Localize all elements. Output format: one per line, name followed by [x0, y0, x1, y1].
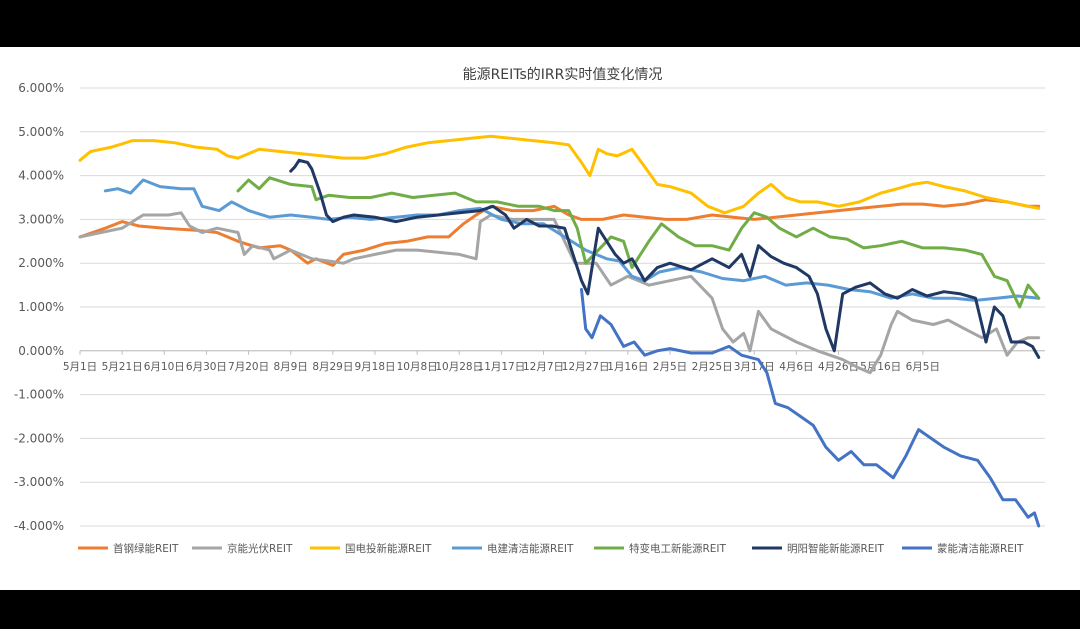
x-axis: 5月1日 5月21日 6月10日 6月30日 7月20日 8月9日 8月29日 9月18日 10…	[63, 350, 1045, 373]
x-tick-label: 12月7日	[523, 361, 564, 373]
legend-label: 京能光伏REIT	[227, 542, 293, 555]
y-tick-label: 2.000%	[18, 256, 64, 270]
series-line-7	[580, 288, 1041, 528]
x-tick-label: 2月5日	[653, 361, 687, 373]
y-tick-label: -3.000%	[14, 475, 64, 489]
series-line-5	[236, 176, 1041, 309]
legend-label: 明阳智能新能源REIT	[787, 542, 885, 555]
legend-label: 特变电工新能源REIT	[629, 542, 727, 555]
legend-label: 蒙能清洁能源REIT	[937, 542, 1024, 555]
y-tick-label: 4.000%	[18, 169, 64, 183]
y-tick-label: -1.000%	[14, 388, 64, 402]
legend-label: 首钢绿能REIT	[113, 542, 179, 555]
legend-label: 电建清洁能源REIT	[487, 542, 574, 555]
legend-label: 国电投新能源REIT	[345, 542, 432, 555]
x-tick-label: 6月30日	[186, 361, 227, 373]
x-tick-label: 8月29日	[312, 361, 353, 373]
x-tick-label: 5月1日	[63, 361, 97, 373]
y-tick-label: 6.000%	[18, 81, 64, 95]
y-tick-label: -4.000%	[14, 519, 64, 533]
x-tick-label: 7月20日	[228, 361, 269, 373]
series-line-3	[78, 134, 1041, 215]
x-tick-label: 8月9日	[274, 361, 308, 373]
y-tick-label: 0.000%	[18, 344, 64, 358]
x-tick-label: 11月17日	[478, 361, 526, 373]
x-tick-label: 10月8日	[397, 361, 438, 373]
series-line-2	[78, 211, 1041, 375]
series-line-4	[103, 178, 1041, 302]
plot-area	[78, 134, 1041, 528]
y-tick-label: 1.000%	[18, 300, 64, 314]
x-tick-label: 3月17日	[734, 361, 775, 373]
x-tick-label: 10月28日	[435, 361, 483, 373]
x-tick-label: 1月16日	[607, 361, 648, 373]
x-tick-label: 12月27日	[562, 361, 610, 373]
y-axis: 6.000% 5.000% 4.000% 3.000% 2.000% 1.000% 0.00…	[14, 81, 64, 533]
x-tick-label: 4月26日	[818, 361, 859, 373]
y-tick-label: 5.000%	[18, 125, 64, 139]
series-line-6	[289, 158, 1041, 359]
line-chart: 能源REITs的IRR实时值变化情况 6.000% 5.000% 4.000% 3.0…	[14, 67, 1045, 555]
x-tick-label: 9月18日	[354, 361, 395, 373]
x-tick-label: 4月6日	[779, 361, 813, 373]
legend: 首钢绿能REIT 京能光伏REIT 国电投新能源REIT 电建清洁能源REIT 特变电工…	[78, 542, 1024, 555]
chart-title: 能源REITs的IRR实时值变化情况	[463, 67, 663, 83]
x-tick-label: 6月5日	[906, 361, 940, 373]
y-tick-label: 3.000%	[18, 212, 64, 226]
x-tick-label: 6月10日	[144, 361, 185, 373]
chart-panel: 能源REITs的IRR实时值变化情况 6.000% 5.000% 4.000% 3.0…	[0, 47, 1080, 590]
x-tick-label: 2月25日	[692, 361, 733, 373]
y-tick-label: -2.000%	[14, 431, 64, 445]
x-tick-label: 5月21日	[102, 361, 143, 373]
